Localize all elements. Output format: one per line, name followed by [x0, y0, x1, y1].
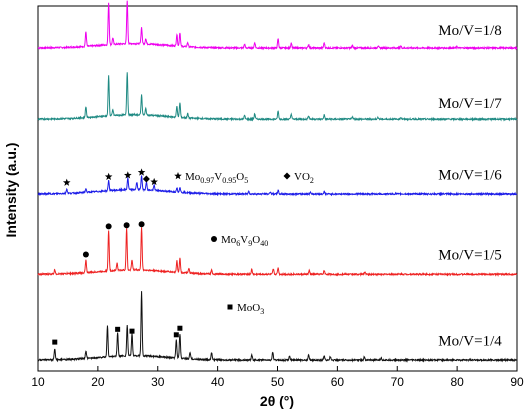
- series-label: Mo/V=1/4: [438, 333, 502, 349]
- moo3-marker: [173, 332, 179, 338]
- x-tick-label: 10: [31, 375, 45, 389]
- x-tick-label: 50: [271, 375, 285, 389]
- phase-markers: [52, 168, 183, 345]
- formula-subscript: 0.95: [222, 176, 236, 185]
- x-tick-label: 90: [510, 375, 524, 389]
- series-traces: [37, 0, 518, 363]
- formula-subscript: 6: [236, 239, 240, 248]
- x-tick-label: 60: [331, 375, 345, 389]
- formula-element: MoO: [237, 302, 260, 314]
- series-line: [37, 0, 518, 51]
- phase-legend-label: VO2: [294, 171, 314, 185]
- mo097v095o5-marker: [174, 172, 182, 180]
- formula-element: VO: [294, 171, 310, 183]
- y-axis-title: Intensity (a.u.): [3, 143, 19, 238]
- x-axis-title: 2θ (°): [260, 393, 294, 409]
- series-line: [37, 72, 518, 122]
- x-tick-label: 30: [151, 375, 165, 389]
- phase-legend-label: MoO3: [237, 302, 264, 316]
- formula-subscript: 9: [248, 239, 252, 248]
- series-labels: Mo/V=1/8 Mo/V=1/7 Mo/V=1/6 Mo/V=1/5 Mo/V=1/4: [438, 23, 502, 349]
- formula-subscript: 40: [260, 239, 268, 248]
- mo097v095o5-marker: [150, 177, 158, 186]
- formula-element: V: [240, 234, 248, 246]
- x-tick-label: 80: [450, 375, 464, 389]
- x-tick-label: 70: [391, 375, 405, 389]
- formula-element: O: [252, 234, 260, 246]
- formula-subscript: 5: [244, 176, 248, 185]
- mo6v9o40-marker: [82, 251, 89, 258]
- series-line: [37, 291, 518, 363]
- moo3-marker: [115, 326, 121, 332]
- formula-element: Mo: [221, 234, 237, 246]
- x-tick-label: 40: [211, 375, 225, 389]
- moo3-marker: [227, 304, 233, 310]
- vo2-marker: [283, 172, 291, 180]
- formula-element: V: [214, 171, 222, 183]
- mo6v9o40-marker: [123, 222, 130, 229]
- moo3-marker: [52, 339, 58, 345]
- moo3-marker: [129, 328, 135, 334]
- mo6v9o40-marker: [211, 236, 217, 242]
- series-label: Mo/V=1/7: [438, 96, 502, 112]
- mo6v9o40-marker: [105, 223, 112, 230]
- phase-legend-label: Mo0.97V0.95O5: [185, 171, 248, 185]
- formula-subscript: 2: [310, 176, 314, 185]
- series-line: [37, 227, 518, 277]
- plot-area: Mo/V=1/8 Mo/V=1/7 Mo/V=1/6 Mo/V=1/5 Mo/V=1/4…: [37, 0, 518, 372]
- series-label: Mo/V=1/8: [438, 23, 501, 39]
- formula-subscript: 0.97: [200, 176, 214, 185]
- series-label: Mo/V=1/6: [438, 167, 502, 183]
- mo6v9o40-marker: [138, 221, 145, 228]
- formula-element: Mo: [185, 171, 201, 183]
- x-axis: 10 20 30 40 50 60 70 80 90: [31, 366, 524, 389]
- vo2-marker: [142, 175, 150, 183]
- mo097v095o5-marker: [124, 171, 132, 179]
- mo097v095o5-marker: [137, 168, 146, 176]
- series-label: Mo/V=1/5: [438, 248, 501, 264]
- mo097v095o5-marker: [62, 178, 71, 186]
- formula-subscript: 3: [260, 307, 264, 316]
- formula-element: O: [236, 171, 244, 183]
- series-line: [37, 175, 518, 197]
- mo097v095o5-marker: [104, 172, 113, 180]
- moo3-marker: [177, 325, 183, 331]
- phase-legend-label: Mo6V9O40: [221, 234, 268, 248]
- x-tick-label: 20: [91, 375, 105, 389]
